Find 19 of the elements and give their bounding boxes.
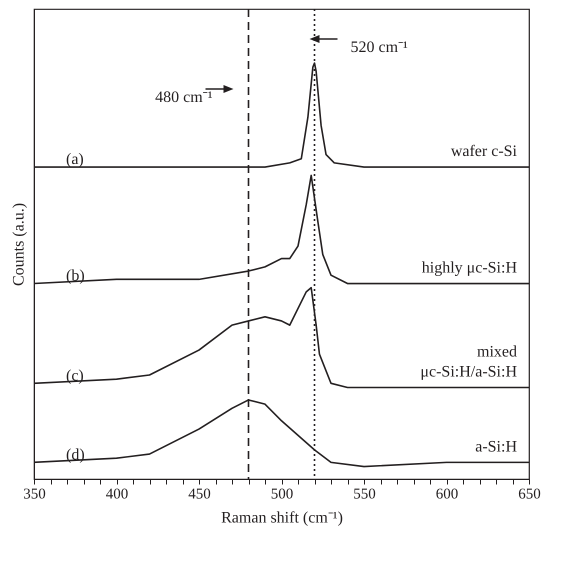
- annotation: (a): [66, 151, 84, 168]
- x-tick-label: 650: [518, 486, 541, 502]
- x-tick-label: 350: [23, 486, 46, 502]
- series-label: highly μc-Si:H: [422, 260, 518, 277]
- x-tick-label: 400: [106, 486, 128, 502]
- y-axis-title: Counts (a.u.): [10, 202, 28, 286]
- x-tick-label: 550: [353, 486, 376, 502]
- ref-line-label: 480 cm⁻¹: [155, 89, 213, 106]
- annotation: (d): [66, 446, 85, 464]
- annotation: (c): [66, 367, 84, 384]
- series-label: wafer c-Si: [450, 143, 518, 160]
- x-tick-label: 450: [188, 486, 211, 502]
- x-axis-title: Raman shift (cm⁻¹): [221, 510, 343, 526]
- annotation: (b): [66, 268, 85, 285]
- ref-line-label: 520 cm⁻¹: [350, 39, 408, 56]
- x-tick-label: 600: [436, 486, 458, 502]
- series-label: mixed μc-Si:H/a-Si:H: [420, 343, 518, 380]
- series-label: a-Si:H: [475, 438, 518, 456]
- x-tick-label: 500: [270, 486, 294, 502]
